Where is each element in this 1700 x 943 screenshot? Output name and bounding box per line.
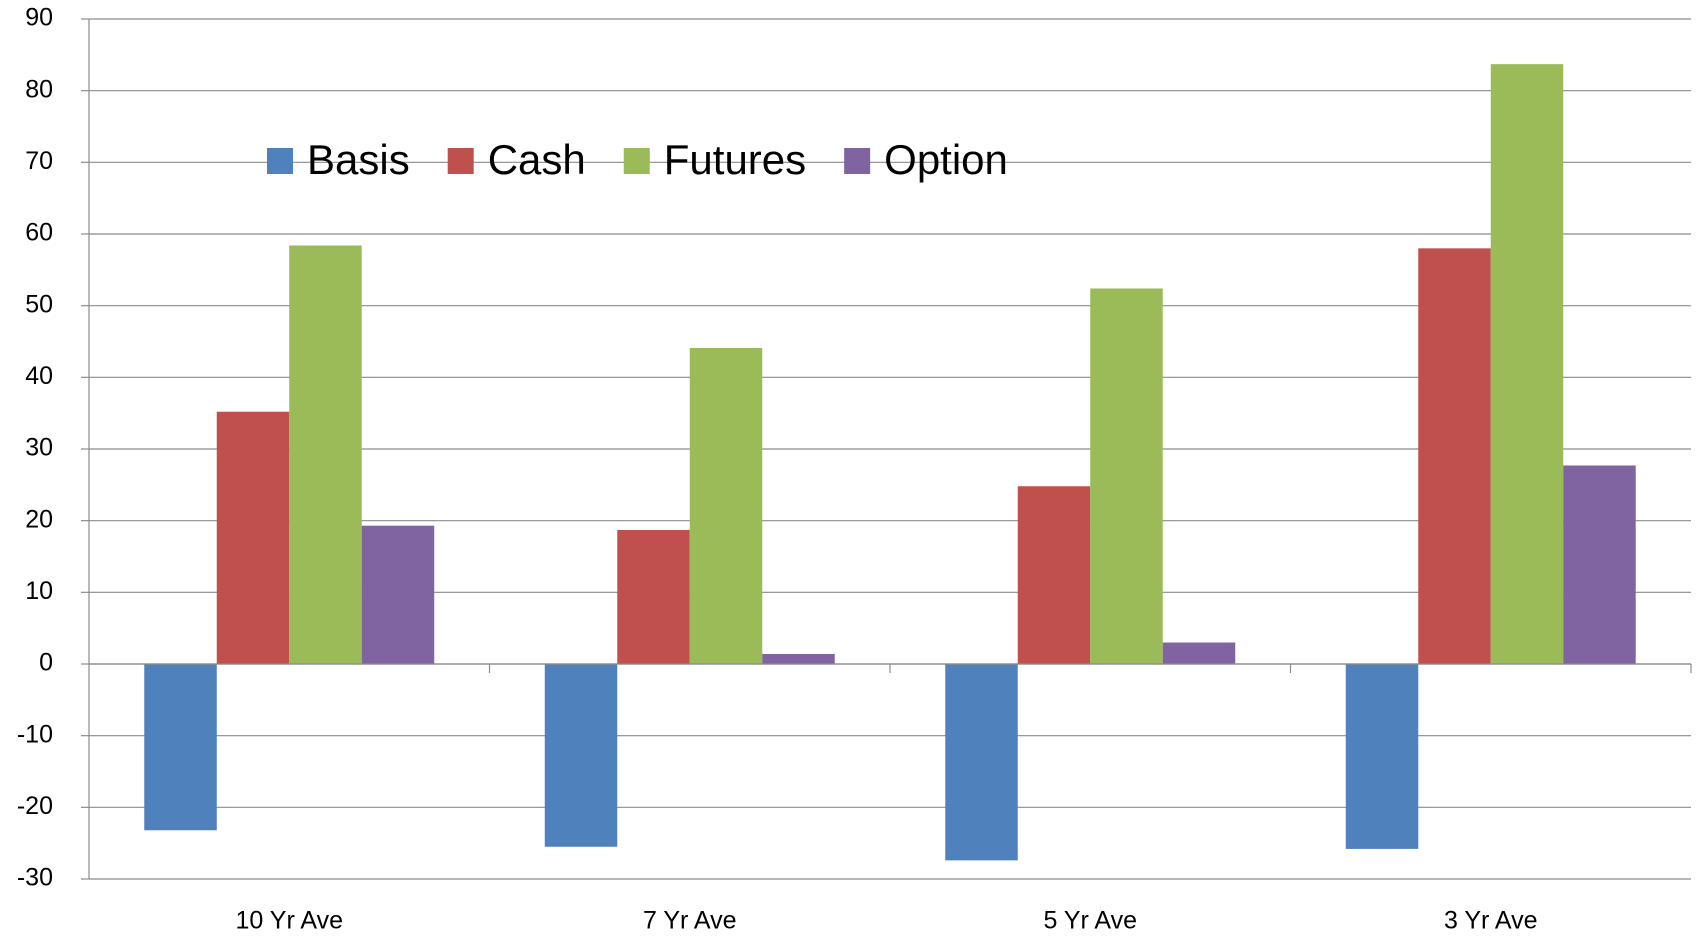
x-tick-label: 3 Yr Ave — [1444, 907, 1538, 935]
bar — [617, 529, 690, 664]
y-tick-label: 50 — [25, 290, 53, 318]
bar — [1162, 642, 1236, 664]
bar — [945, 664, 1018, 861]
bar — [544, 664, 618, 847]
bar — [289, 245, 362, 664]
bar — [1563, 465, 1636, 664]
legend-swatch — [623, 148, 650, 174]
y-tick-label: 90 — [25, 4, 53, 32]
legend-label: Futures — [664, 136, 806, 183]
bar — [144, 664, 217, 831]
bar — [216, 411, 290, 664]
y-tick-label: 40 — [25, 362, 53, 390]
y-tick-label: -10 — [17, 720, 53, 748]
y-tick-label: 20 — [25, 505, 53, 533]
x-tick-label: 7 Yr Ave — [643, 907, 737, 935]
y-tick-label: 0 — [39, 649, 53, 677]
y-tick-label: 60 — [25, 219, 53, 247]
bar — [361, 525, 435, 664]
y-tick-label: 10 — [25, 577, 53, 605]
legend-swatch — [267, 148, 293, 174]
x-tick-label: 10 Yr Ave — [236, 907, 344, 935]
y-tick-label: 30 — [25, 434, 53, 462]
bar — [1090, 288, 1163, 664]
legend-label: Cash — [488, 136, 586, 183]
bar — [689, 347, 763, 664]
legend-label: Basis — [307, 136, 410, 183]
bar — [1490, 64, 1564, 664]
y-tick-label: -20 — [17, 792, 53, 820]
x-tick-label: 5 Yr Ave — [1043, 907, 1137, 935]
y-tick-label: -30 — [17, 864, 53, 892]
legend-swatch — [447, 148, 474, 174]
legend-label: Option — [884, 136, 1008, 183]
bar — [1418, 248, 1491, 665]
y-tick-label: 80 — [25, 75, 53, 103]
bar — [1017, 486, 1091, 664]
y-tick-label: 70 — [25, 147, 53, 175]
legend-swatch — [844, 148, 871, 174]
bar — [1345, 664, 1419, 849]
bar — [762, 653, 835, 664]
